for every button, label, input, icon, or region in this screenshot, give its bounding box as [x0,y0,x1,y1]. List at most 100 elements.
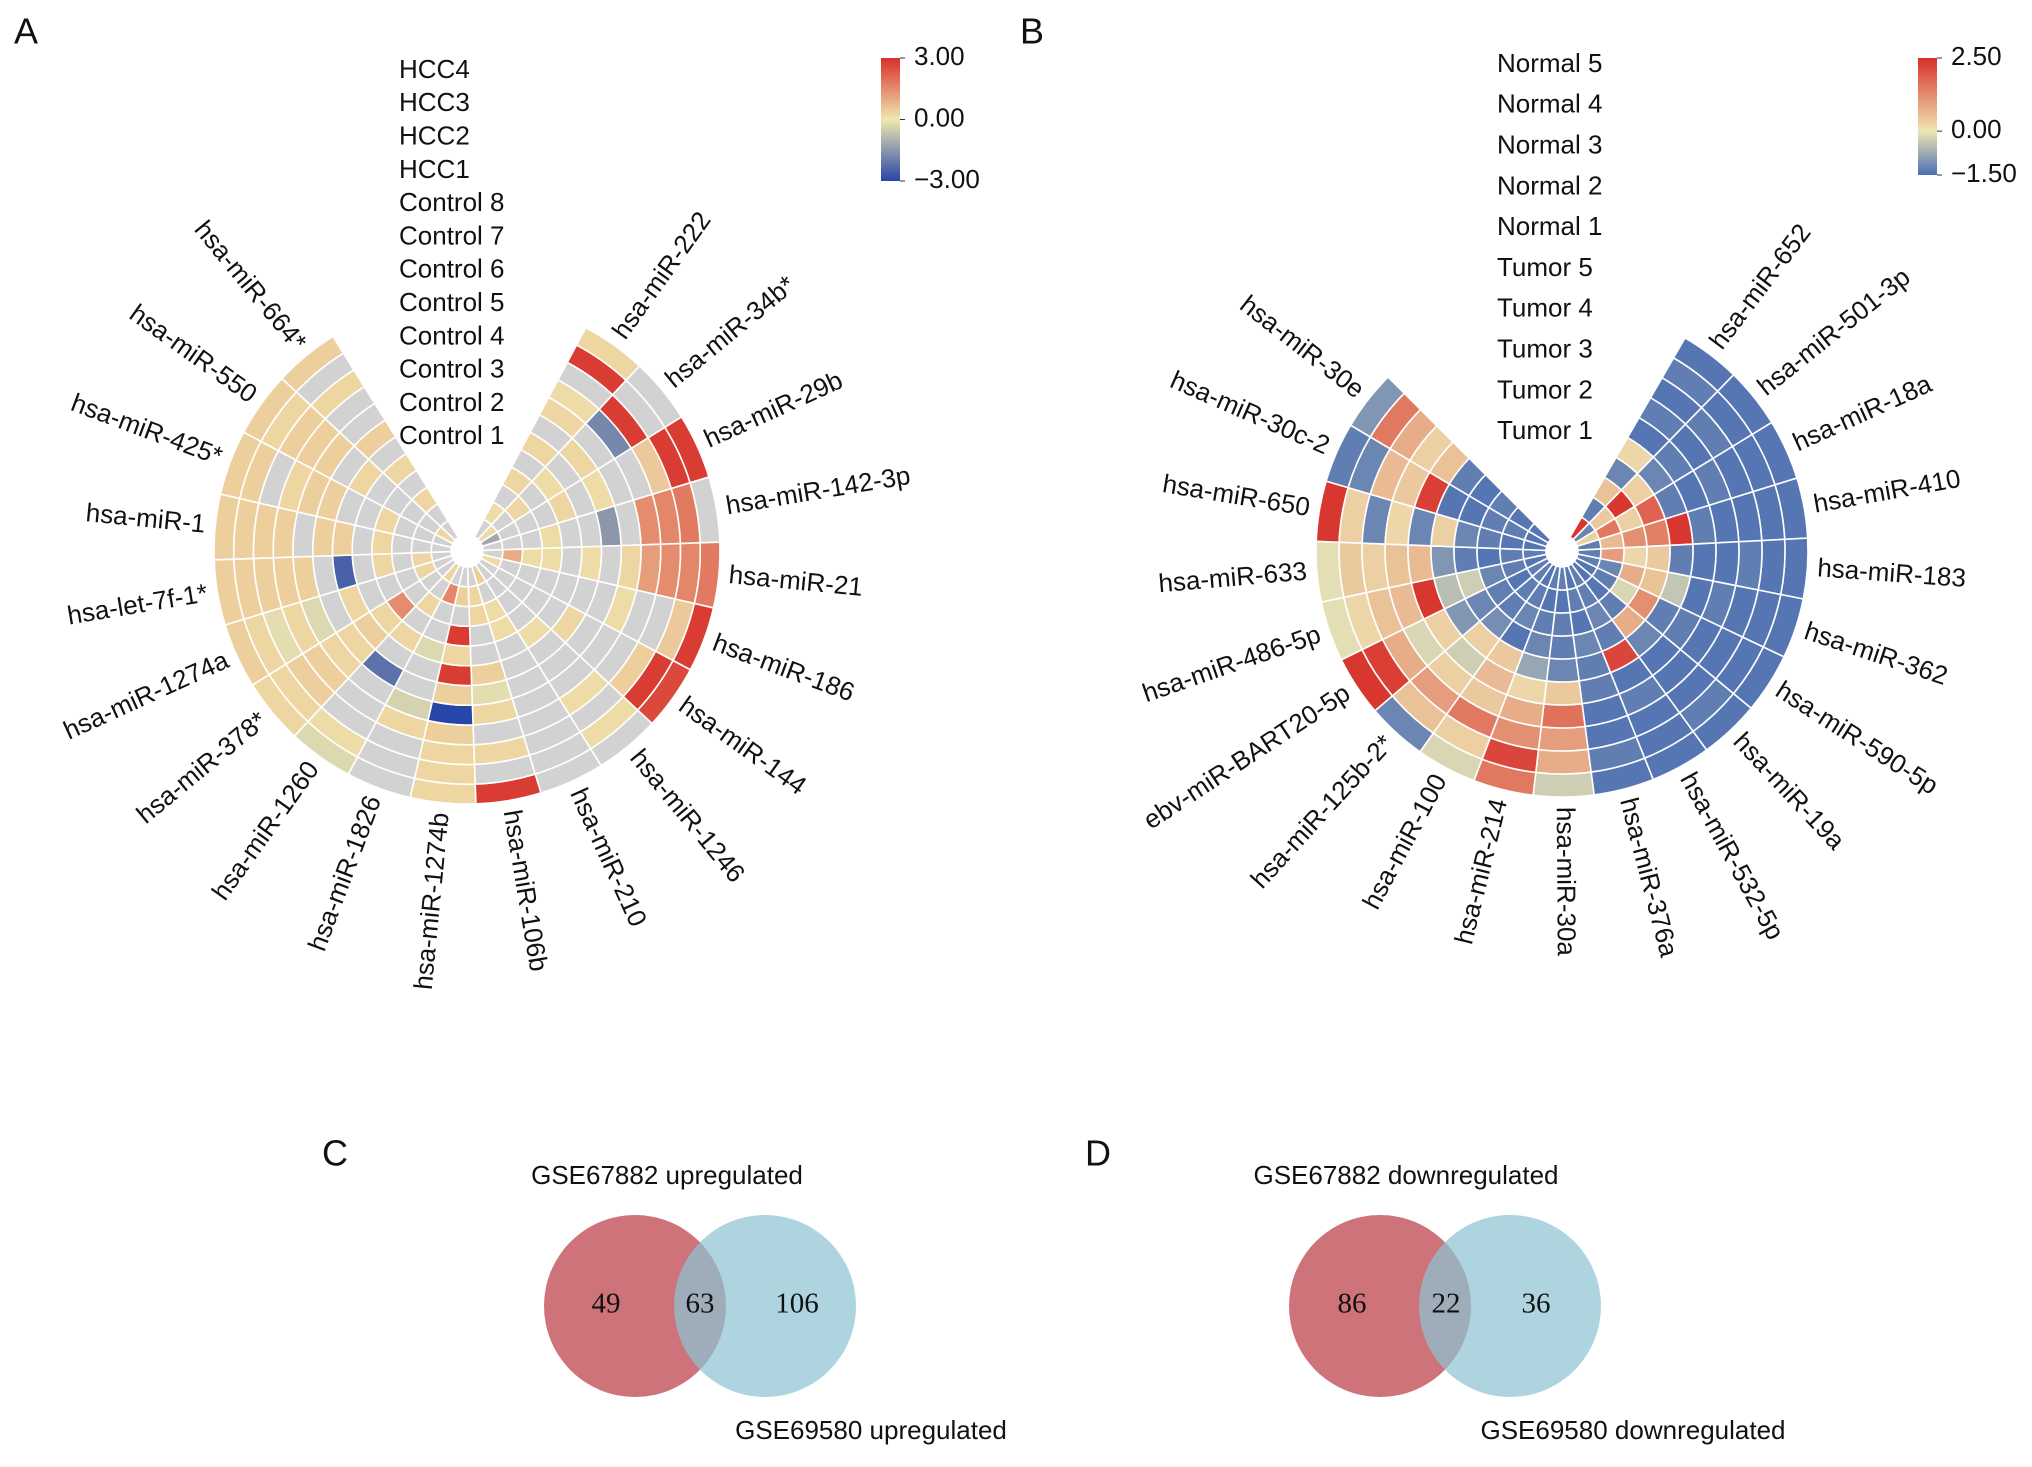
ring-label: Tumor 2 [1497,374,1593,404]
heat-cell [1540,702,1586,729]
category-label: hsa-miR-1260 [206,755,325,905]
ring-label: HCC3 [399,87,470,117]
category-label: hsa-miR-1826 [302,791,387,954]
heat-cell [1689,542,1717,582]
category-label: hsa-let-7f-1* [65,578,210,631]
category-label: hsa-miR-19a [1728,726,1852,856]
heat-cell [1534,748,1593,775]
set-circle [674,1215,856,1397]
heat-cell [1712,540,1740,587]
category-label: hsa-miR-378* [131,705,273,829]
colorbar-tick-label: 0.00 [914,102,965,132]
category-label: hsa-miR-21 [728,559,865,602]
colorbar-tick-label: 0.00 [1951,114,2002,144]
region-count: 36 [1522,1288,1551,1320]
empty-cell [439,519,460,542]
ring-label: Control 7 [399,220,505,250]
category-label: hsa-miR-1274b [408,811,455,991]
colorbar-tick-label: 2.50 [1951,41,2002,71]
heat-cell [1453,545,1480,575]
category-label: hsa-miR-1274a [59,644,234,745]
set-circle [1419,1215,1601,1397]
category-label: hsa-miR-30c-2 [1166,364,1334,460]
heat-cell [1551,611,1574,637]
heat-cell [1666,543,1694,578]
ring-label: Tumor 5 [1497,252,1593,282]
ring-label: Control 5 [399,287,505,317]
ring-label: HCC2 [399,120,470,150]
region-count: 86 [1338,1288,1367,1320]
ring-label: Tumor 4 [1497,293,1593,323]
category-label: hsa-miR-100 [1356,769,1453,914]
ring-label: Control 1 [399,420,505,450]
ring-label: Normal 4 [1497,89,1602,119]
heat-cell [1545,657,1580,683]
ring-label: HCC4 [399,54,470,84]
set-label: GSE67882 downregulated [1253,1160,1558,1190]
category-label: hsa-miR-650 [1160,468,1312,522]
set-label: GSE69580 downregulated [1480,1415,1785,1445]
category-label: hsa-miR-362 [1801,615,1952,690]
heat-cell [1527,522,1552,544]
category-label: hsa-miR-652 [1703,218,1817,355]
category-label: hsa-miR-633 [1157,556,1308,599]
category-label: hsa-miR-550 [124,298,263,409]
category-label: hsa-miR-144 [674,690,813,801]
panel-label: A [14,11,38,52]
category-label: hsa-miR-34b* [659,269,801,393]
category-label: hsa-miR-186 [709,627,859,707]
colorbar-tick-label: −1.50 [1951,158,2017,188]
category-label: hsa-miR-664* [189,215,313,357]
set-label: GSE67882 upregulated [531,1160,803,1190]
heat-cell [1543,679,1583,706]
colorbar-tick-label: −3.00 [914,164,980,194]
category-label: hsa-miR-29b [699,365,847,454]
heat-cell [1430,545,1458,580]
category-label: hsa-miR-486-5p [1138,619,1324,708]
set-circle [1289,1215,1471,1397]
colorbar-tick-label: 3.00 [914,41,965,71]
panel-label: C [322,1133,348,1174]
category-label: hsa-miR-425* [67,387,226,471]
category-label: hsa-miR-1 [85,497,207,538]
set-circle [544,1215,726,1397]
category-label: hsa-miR-376a [1614,794,1684,960]
region-count: 106 [775,1288,819,1320]
category-label: hsa-miR-410 [1811,463,1963,519]
ring-label: Control 3 [399,354,505,384]
region-count: 49 [592,1288,621,1320]
ring-label: Normal 2 [1497,170,1602,200]
ring-label: Control 4 [399,320,505,350]
category-label: hsa-miR-30e [1235,289,1371,404]
category-label: hsa-miR-214 [1448,795,1513,947]
category-label: hsa-miR-142-3p [724,460,913,520]
category-label: hsa-miR-1246 [624,743,751,888]
region-count: 22 [1432,1288,1461,1320]
heat-cell [1548,634,1577,660]
ring-label: HCC1 [399,154,470,184]
colorbar [881,58,900,181]
heat-cell [1532,771,1596,798]
category-label: hsa-miR-30a [1551,807,1582,957]
heat-cell [1407,544,1435,584]
category-label: hsa-miR-106b [498,808,555,974]
category-label: hsa-miR-18a [1788,368,1936,457]
ring-label: Normal 1 [1497,211,1602,241]
ring-label: Normal 5 [1497,48,1602,78]
panel-label: D [1085,1133,1111,1174]
heat-cell [1537,725,1590,752]
ring-label: Control 8 [399,187,505,217]
set-label: GSE69580 upregulated [735,1415,1007,1445]
category-label: hsa-miR-222 [606,206,717,345]
ring-label: Tumor 3 [1497,333,1593,363]
category-label: hsa-miR-183 [1816,552,1967,593]
region-count: 63 [686,1288,715,1320]
ring-label: Control 2 [399,387,505,417]
panel-label: B [1020,11,1044,52]
colorbar [1918,58,1937,175]
ring-label: Normal 3 [1497,129,1602,159]
category-label: hsa-miR-210 [564,783,653,931]
ring-label: Tumor 1 [1497,415,1593,445]
ring-label: Control 6 [399,254,505,284]
